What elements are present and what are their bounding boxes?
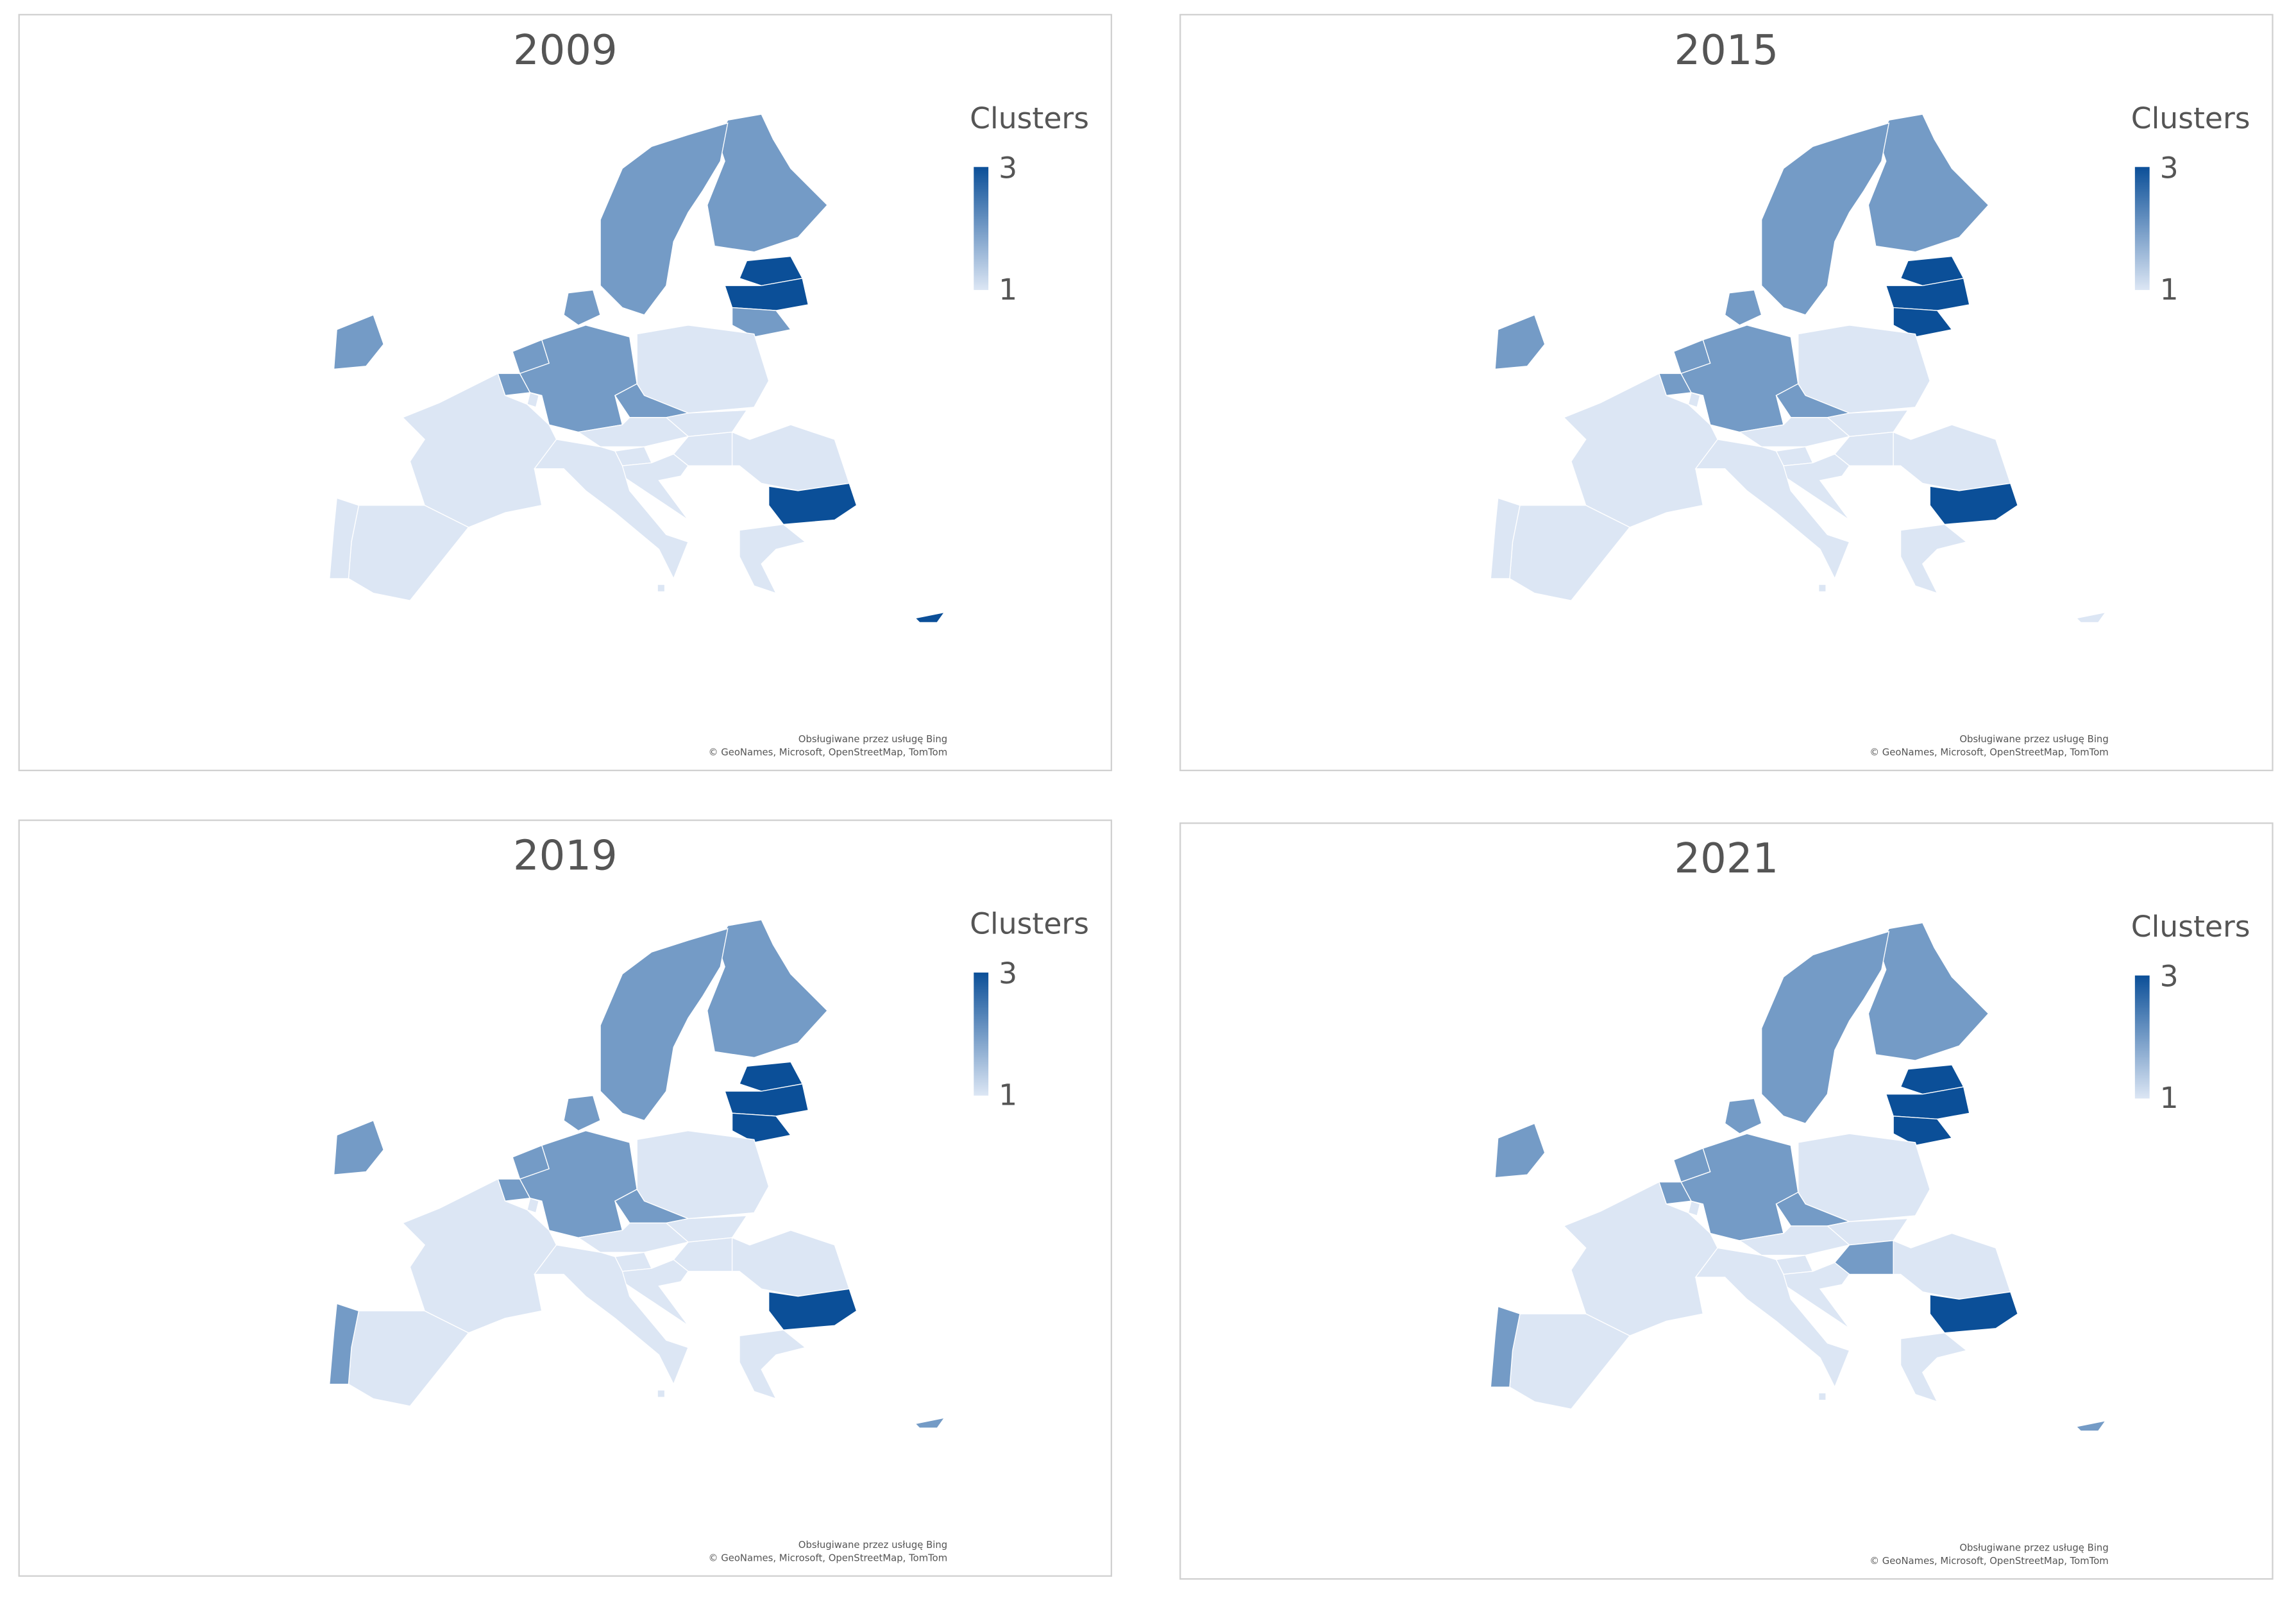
country	[1687, 1200, 1701, 1216]
country	[1738, 417, 1851, 448]
country	[563, 1095, 601, 1132]
legend-title: Clusters	[2131, 910, 2250, 944]
legend-bar	[974, 167, 989, 291]
country	[914, 611, 946, 624]
legend-max: 3	[2160, 960, 2179, 994]
country	[328, 1303, 360, 1385]
country	[1490, 497, 1521, 579]
map-panel: 2009 Clusters 3 1 Obsługiwane przez usługę B…	[18, 13, 1113, 772]
country	[1760, 122, 1890, 316]
country	[731, 1112, 792, 1143]
country	[2075, 611, 2107, 624]
legend-min: 1	[2160, 273, 2179, 307]
country	[739, 523, 807, 594]
country	[328, 497, 360, 579]
map-title: 2009	[513, 27, 618, 74]
country	[621, 1259, 689, 1326]
country	[600, 928, 729, 1121]
country	[1818, 584, 1827, 593]
legend-bar	[974, 973, 989, 1096]
legend-max: 3	[2160, 151, 2179, 185]
country	[1868, 922, 1989, 1061]
country	[527, 392, 540, 408]
country	[636, 325, 770, 414]
country	[1490, 1305, 1521, 1388]
country	[2075, 1420, 2107, 1432]
country	[1687, 392, 1701, 408]
country	[1868, 114, 1989, 253]
country	[577, 417, 689, 448]
legend-max: 3	[999, 956, 1017, 990]
country	[707, 114, 828, 253]
country	[707, 919, 828, 1058]
country	[1738, 1225, 1851, 1256]
country	[1798, 1133, 1930, 1222]
country	[636, 1130, 770, 1220]
country	[1900, 1332, 1968, 1403]
country	[1783, 454, 1850, 521]
legend-bar	[2134, 975, 2150, 1099]
country	[768, 482, 857, 525]
country	[1900, 523, 1968, 594]
country	[657, 1390, 666, 1398]
legend-title: Clusters	[2131, 101, 2250, 135]
country	[1494, 314, 1546, 370]
country	[1929, 1291, 2019, 1334]
country	[1893, 1116, 1953, 1146]
attribution: Obsługiwane przez usługę Bing	[1959, 734, 2108, 745]
country	[600, 122, 729, 316]
map-title: 2019	[513, 833, 618, 880]
country	[914, 1417, 946, 1429]
country	[577, 1222, 689, 1253]
country	[1494, 1123, 1546, 1178]
country	[333, 314, 384, 370]
country	[1724, 1098, 1762, 1134]
country	[1724, 289, 1762, 326]
country	[621, 454, 689, 521]
country	[768, 1288, 857, 1330]
attribution: Obsługiwane przez usługę Bing	[798, 734, 947, 745]
country	[333, 1119, 384, 1175]
attribution: © GeoNames, Microsoft, OpenStreetMap, To…	[1870, 747, 2109, 758]
country	[731, 307, 792, 337]
country	[1893, 307, 1953, 337]
country	[533, 439, 689, 580]
country	[1818, 1392, 1827, 1401]
legend-title: Clusters	[970, 906, 1089, 940]
map-title: 2015	[1675, 27, 1779, 74]
map-panel: 2021 Clusters 3 1 Obsługiwane przez usługę B…	[1179, 822, 2274, 1580]
legend-min: 1	[2160, 1081, 2179, 1115]
legend-bar	[2134, 167, 2150, 291]
map-title: 2021	[1675, 835, 1779, 883]
country	[563, 289, 601, 326]
attribution: © GeoNames, Microsoft, OpenStreetMap, To…	[1870, 1556, 2109, 1567]
legend-min: 1	[999, 1078, 1017, 1112]
country	[657, 584, 666, 593]
country	[1929, 482, 2019, 525]
map-panel: 2019 Clusters 3 1 Obsługiwane przez usługę B…	[18, 819, 1113, 1577]
country	[1760, 931, 1890, 1125]
map-panel: 2015 Clusters 3 1 Obsługiwane przez usługę B…	[1179, 13, 2274, 772]
country	[1694, 1247, 1850, 1388]
country	[1798, 325, 1930, 414]
attribution: © GeoNames, Microsoft, OpenStreetMap, To…	[709, 1552, 948, 1563]
country	[1783, 1262, 1850, 1329]
attribution: Obsługiwane przez usługę Bing	[1959, 1542, 2108, 1553]
legend-min: 1	[999, 273, 1017, 307]
country	[1694, 439, 1850, 580]
legend-max: 3	[999, 151, 1017, 185]
legend-title: Clusters	[970, 101, 1089, 135]
country	[739, 1329, 807, 1400]
attribution: Obsługiwane przez usługę Bing	[798, 1540, 947, 1551]
attribution: © GeoNames, Microsoft, OpenStreetMap, To…	[709, 747, 948, 758]
country	[533, 1244, 689, 1386]
country	[527, 1197, 540, 1214]
